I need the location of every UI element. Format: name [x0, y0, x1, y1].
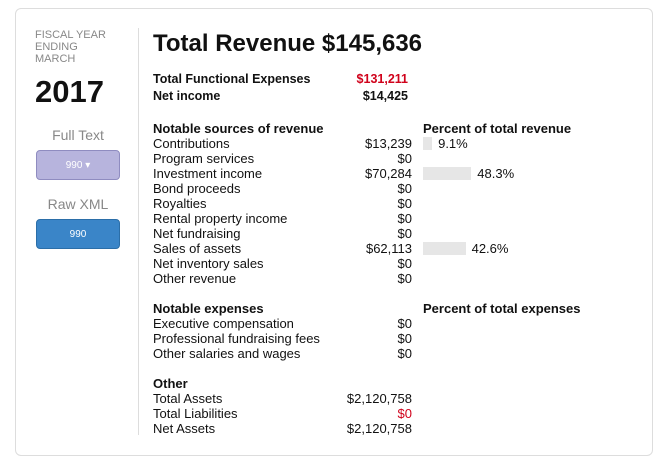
item-label: Royalties — [153, 196, 207, 211]
line-item: Bond proceeds $0 — [153, 181, 623, 196]
item-amount: $0 — [397, 271, 412, 286]
item-amount: $62,113 — [365, 241, 412, 256]
item-label: Other revenue — [153, 271, 237, 286]
item-label: Program services — [153, 151, 255, 166]
full-text-button[interactable]: 990 ▾ — [36, 150, 120, 180]
line-item: Net inventory sales $0 — [153, 256, 623, 271]
item-label: Net Assets — [153, 421, 216, 436]
line-item: Investment income $70,284 48.3% — [153, 166, 623, 181]
item-amount: $0 — [397, 226, 412, 241]
item-label: Bond proceeds — [153, 181, 241, 196]
item-amount: $0 — [397, 331, 412, 346]
section: Notable expenses Percent of total expense… — [153, 301, 623, 361]
percent-title: Percent of total expenses — [423, 301, 581, 316]
line-item: Contributions $13,239 9.1% — [153, 136, 623, 151]
section-header: Notable sources of revenue Percent of tot… — [153, 121, 623, 136]
percent-cell: 42.6% — [423, 241, 543, 256]
item-amount: $0 — [397, 406, 412, 421]
percent-bar — [423, 167, 472, 180]
item-label: Contributions — [153, 136, 230, 151]
item-amount: $2,120,758 — [346, 391, 412, 406]
item-amount: $2,120,758 — [346, 421, 412, 436]
fiscal-year: 2017 — [35, 74, 104, 109]
percent-label: 9.1% — [438, 136, 468, 151]
summary-label: Total Functional Expenses — [153, 72, 311, 86]
summary-row: Total Functional Expenses $131,211 — [153, 72, 408, 89]
line-item: Total Assets $2,120,758 — [153, 391, 623, 406]
line-item: Sales of assets $62,113 42.6% — [153, 241, 623, 256]
summary-label: Net income — [153, 89, 221, 103]
item-label: Executive compensation — [153, 316, 294, 331]
item-label: Net inventory sales — [153, 256, 264, 271]
section-title: Notable expenses — [153, 301, 264, 316]
main-panel: Total Revenue $145,636 Total Functional … — [153, 28, 623, 436]
button-text: 990 — [65, 159, 83, 171]
section-title: Notable sources of revenue — [153, 121, 324, 136]
percent-title: Percent of total revenue — [423, 121, 572, 136]
divider — [138, 28, 139, 435]
item-amount: $0 — [397, 316, 412, 331]
item-label: Total Liabilities — [153, 406, 238, 421]
percent-cell: 48.3% — [423, 166, 543, 181]
item-label: Investment income — [153, 166, 263, 181]
title: Total Revenue $145,636 — [153, 30, 423, 57]
sections: Notable sources of revenue Percent of tot… — [153, 121, 623, 436]
item-amount: $0 — [397, 256, 412, 271]
line-item: Professional fundraising fees $0 — [153, 331, 623, 346]
line-item: Total Liabilities $0 — [153, 406, 623, 421]
section-title: Other — [153, 376, 188, 391]
fiscal-label: FISCAL YEAR ENDING MARCH — [35, 29, 106, 65]
section-header: Other — [153, 376, 623, 391]
line-item: Royalties $0 — [153, 196, 623, 211]
item-label: Net fundraising — [153, 226, 241, 241]
button-text: 990 — [69, 228, 87, 240]
item-label: Other salaries and wages — [153, 346, 301, 361]
percent-cell: 9.1% — [423, 136, 543, 151]
line-item: Executive compensation $0 — [153, 316, 623, 331]
line-item: Program services $0 — [153, 151, 623, 166]
section: Other Total Assets $2,120,758 Total Liabili… — [153, 376, 623, 436]
item-label: Rental property income — [153, 211, 288, 226]
raw-xml-label: Raw XML — [47, 196, 109, 212]
summary-row: Net income $14,425 — [153, 89, 408, 106]
section-header: Notable expenses Percent of total expense… — [153, 301, 623, 316]
full-text-label: Full Text — [52, 127, 104, 143]
summary-value: $14,425 — [362, 89, 408, 103]
raw-xml-button[interactable]: 990 — [36, 219, 120, 249]
line-item: Other salaries and wages $0 — [153, 346, 623, 361]
percent-bar — [423, 137, 433, 150]
section: Notable sources of revenue Percent of tot… — [153, 121, 623, 286]
percent-label: 42.6% — [471, 241, 509, 256]
line-item: Rental property income $0 — [153, 211, 623, 226]
percent-label: 48.3% — [477, 166, 515, 181]
line-item: Net fundraising $0 — [153, 226, 623, 241]
percent-bar — [423, 242, 466, 255]
summary-value: $131,211 — [356, 72, 408, 86]
line-item: Net Assets $2,120,758 — [153, 421, 623, 436]
item-amount: $0 — [397, 346, 412, 361]
item-amount: $0 — [397, 196, 412, 211]
line-item: Other revenue $0 — [153, 271, 623, 286]
item-amount: $0 — [397, 181, 412, 196]
item-amount: $0 — [397, 211, 412, 226]
card — [15, 8, 653, 456]
item-label: Professional fundraising fees — [153, 331, 320, 346]
item-amount: $0 — [397, 151, 412, 166]
item-amount: $13,239 — [365, 136, 412, 151]
item-label: Sales of assets — [153, 241, 242, 256]
item-amount: $70,284 — [365, 166, 412, 181]
item-label: Total Assets — [153, 391, 223, 406]
